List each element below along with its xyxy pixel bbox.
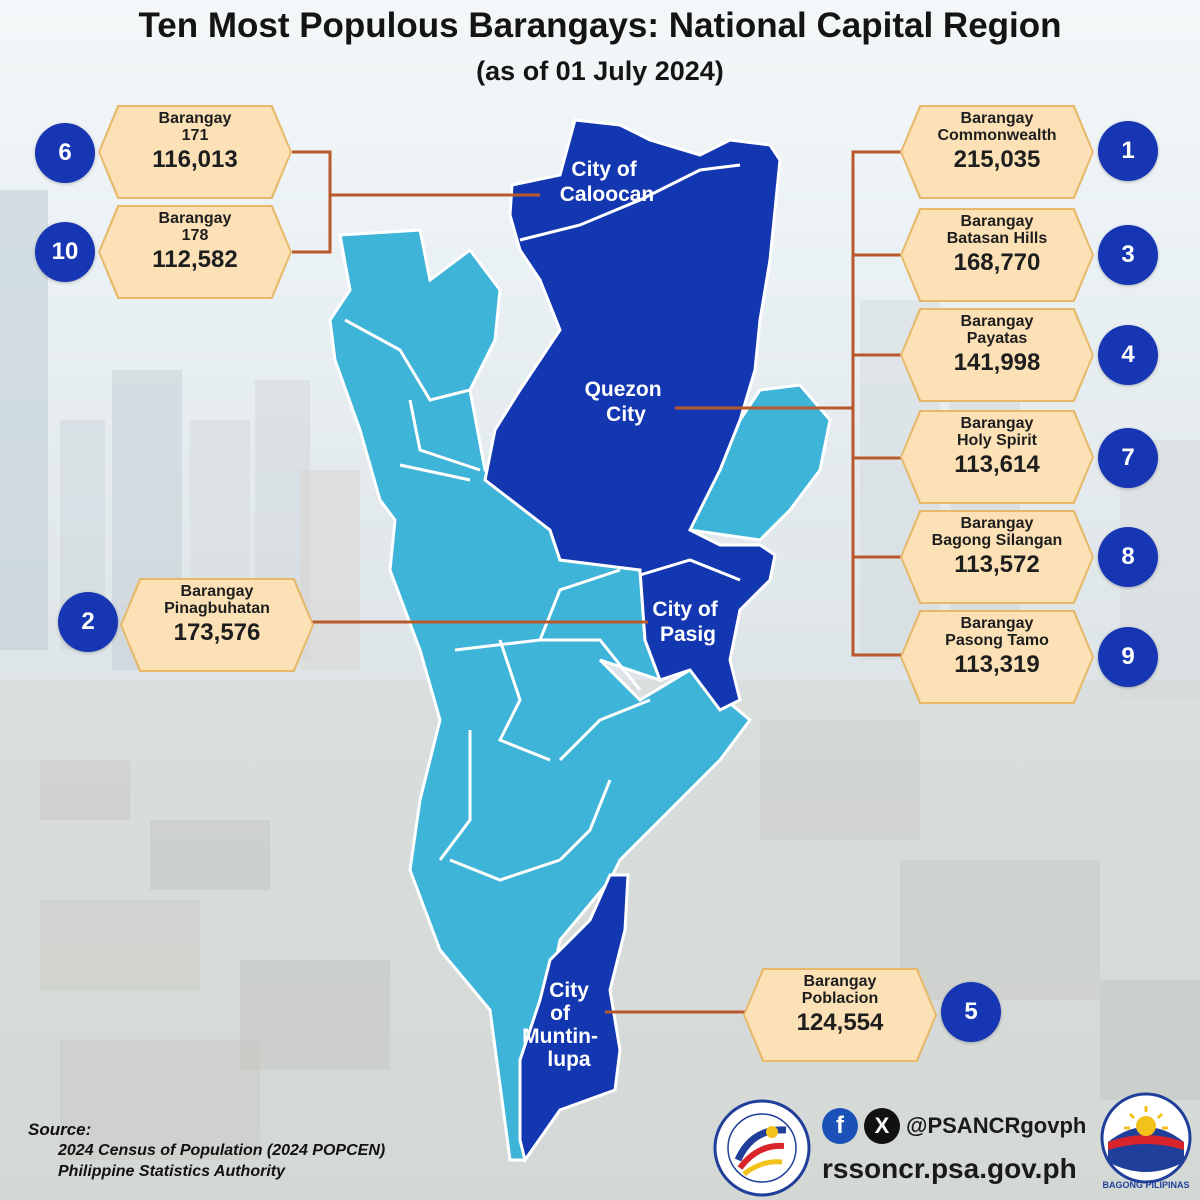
bagong-pilipinas-label: BAGONG PILIPINAS bbox=[1102, 1180, 1190, 1190]
rank-badge: 4 bbox=[1098, 325, 1158, 385]
rank-badge: 6 bbox=[35, 123, 95, 183]
barangay-badge-pinagbuhatan: Barangay Pinagbuhatan 173,576 bbox=[122, 580, 312, 670]
badge-label: Barangay bbox=[180, 583, 254, 600]
barangay-badge-payatas: Barangay Payatas 141,998 bbox=[902, 310, 1092, 400]
badge-label: Holy Spirit bbox=[956, 432, 1037, 449]
rank-badge: 8 bbox=[1098, 527, 1158, 587]
badge-population: 113,319 bbox=[954, 651, 1040, 678]
region-muntinlupa bbox=[518, 873, 630, 1164]
rank-badge: 3 bbox=[1098, 225, 1158, 285]
badge-label: Barangay bbox=[960, 515, 1034, 532]
badge-label: Barangay bbox=[960, 415, 1034, 432]
psa-logo bbox=[713, 1099, 811, 1197]
social-handle[interactable]: @PSANCRgovph bbox=[906, 1113, 1087, 1138]
barangay-badge-bagong-silangan: Barangay Bagong Silangan 113,572 bbox=[902, 512, 1092, 602]
badge-population: 112,582 bbox=[152, 246, 238, 273]
badge-label: Batasan Hills bbox=[946, 230, 1048, 247]
badge-label: 178 bbox=[181, 227, 209, 244]
infographic-title: Ten Most Populous Barangays: National Ca… bbox=[138, 6, 1062, 45]
source-line: Philippine Statistics Authority bbox=[58, 1163, 285, 1180]
city-borders bbox=[344, 318, 651, 882]
social-handle-row: f X @PSANCRgovph bbox=[822, 1108, 1086, 1144]
badge-label: Pinagbuhatan bbox=[164, 600, 270, 617]
caloocan-border bbox=[519, 163, 741, 242]
x-twitter-icon[interactable]: X bbox=[864, 1108, 900, 1144]
barangay-badge-batasan-hills: Barangay Batasan Hills 168,770 bbox=[902, 210, 1092, 300]
city-label-pasig: City of Pasig bbox=[652, 598, 723, 646]
badge-label: Barangay bbox=[960, 615, 1034, 632]
bagong-pilipinas-logo bbox=[1100, 1092, 1192, 1184]
badge-label: Barangay bbox=[960, 110, 1034, 127]
region-cities-west bbox=[328, 228, 753, 1162]
website-link[interactable]: rssoncr.psa.gov.ph bbox=[822, 1153, 1077, 1184]
badge-label: Pasong Tamo bbox=[945, 632, 1049, 649]
source-label: Source: bbox=[28, 1120, 92, 1139]
badge-population: 168,770 bbox=[953, 249, 1041, 276]
pasig-border bbox=[639, 558, 741, 582]
barangay-badge-171: Barangay 171 116,013 bbox=[100, 107, 290, 197]
connector-lines bbox=[292, 150, 905, 1014]
city-label-caloocan: City of Caloocan bbox=[560, 158, 655, 206]
facebook-icon[interactable]: f bbox=[822, 1108, 858, 1144]
region-caloocan-quezon bbox=[483, 118, 782, 712]
badge-label: Payatas bbox=[966, 330, 1028, 347]
barangay-badge-178: Barangay 178 112,582 bbox=[100, 207, 290, 297]
badge-label: 171 bbox=[181, 127, 209, 144]
badge-population: 116,013 bbox=[152, 146, 238, 173]
badge-label: Commonwealth bbox=[937, 127, 1057, 144]
infographic-subtitle: (as of 01 July 2024) bbox=[476, 56, 724, 86]
badge-label: Barangay bbox=[803, 973, 877, 990]
source-note: Source: 2024 Census of Population (2024 … bbox=[28, 1120, 385, 1182]
rank-badge: 9 bbox=[1098, 627, 1158, 687]
badge-population: 124,554 bbox=[796, 1009, 884, 1036]
barangay-badge-commonwealth: Barangay Commonwealth 215,035 bbox=[902, 107, 1092, 197]
badge-label: Barangay bbox=[960, 213, 1034, 230]
barangay-badge-pasong-tamo: Barangay Pasong Tamo 113,319 bbox=[902, 612, 1092, 702]
badge-label: Bagong Silangan bbox=[931, 532, 1063, 549]
badge-population: 113,572 bbox=[954, 551, 1040, 578]
city-label-quezon: Quezon City bbox=[585, 378, 668, 426]
rank-badge: 2 bbox=[58, 592, 118, 652]
badge-label: Barangay bbox=[158, 210, 232, 227]
badge-population: 141,998 bbox=[953, 349, 1041, 376]
badge-label: Barangay bbox=[158, 110, 232, 127]
badge-population: 215,035 bbox=[953, 146, 1041, 173]
rank-badge: 5 bbox=[941, 982, 1001, 1042]
badge-label: Barangay bbox=[960, 313, 1034, 330]
badge-label: Poblacion bbox=[801, 990, 879, 1007]
source-line: 2024 Census of Population (2024 POPCEN) bbox=[58, 1142, 386, 1159]
rank-badge: 1 bbox=[1098, 121, 1158, 181]
city-label-muntinlupa: City of Muntin- lupa bbox=[522, 979, 604, 1071]
rank-badge: 10 bbox=[35, 222, 95, 282]
rank-badge: 7 bbox=[1098, 428, 1158, 488]
badge-population: 113,614 bbox=[954, 451, 1040, 478]
barangay-badge-poblacion: Barangay Poblacion 124,554 bbox=[745, 970, 935, 1060]
badge-population: 173,576 bbox=[173, 619, 261, 646]
barangay-badge-holy-spirit: Barangay Holy Spirit 113,614 bbox=[902, 412, 1092, 502]
